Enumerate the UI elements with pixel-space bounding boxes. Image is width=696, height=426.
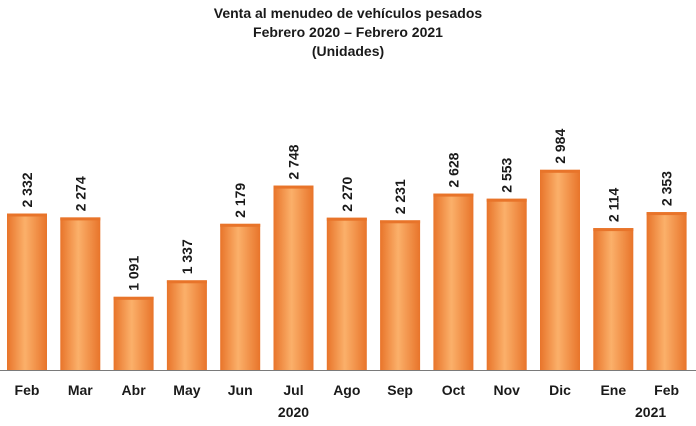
category-label: Oct (442, 382, 466, 398)
value-label: 2 628 (445, 152, 461, 187)
bar-sep-7 (380, 220, 421, 370)
value-label: 2 332 (19, 172, 35, 207)
bar-top-cap (326, 217, 367, 221)
value-label: 2 353 (659, 171, 675, 206)
bar-may-3 (166, 280, 207, 370)
bar-top-cap (380, 220, 421, 224)
bar-jun-4 (220, 223, 261, 370)
category-labels-group: Feb Mar Abr May Jun Jul Ago Sep Oct Nov Dic Ene Feb (15, 382, 679, 398)
bar-ago-6 (326, 217, 367, 370)
value-label: 1 091 (126, 256, 142, 291)
bar-top-cap (540, 169, 580, 173)
bar-top-cap (60, 217, 101, 221)
value-label: 2 984 (552, 129, 568, 164)
category-label: May (173, 382, 200, 398)
value-labels-group: 2 332 2 274 1 091 1 337 2 179 2 748 2 270 2 231… (19, 129, 675, 291)
bar-top-cap (220, 223, 261, 227)
bar-dic-10 (540, 169, 580, 370)
chart-subtitle: Febrero 2020 – Febrero 2021 (253, 24, 443, 40)
bar-jul-5 (273, 185, 314, 370)
value-label: 2 114 (605, 188, 621, 222)
value-label: 2 748 (286, 144, 302, 179)
bar-mar-1 (60, 217, 101, 370)
bar-abr-2 (113, 296, 154, 370)
category-label: Mar (68, 382, 93, 398)
value-label: 2 270 (339, 176, 355, 211)
category-label: Feb (15, 382, 40, 398)
category-label: Sep (387, 382, 413, 398)
value-label: 2 274 (72, 176, 88, 211)
bar-top-cap (113, 296, 154, 300)
bars-group (7, 169, 687, 370)
value-label: 2 179 (232, 183, 248, 218)
bar-oct-8 (433, 193, 474, 370)
chart-units: (Unidades) (311, 43, 385, 59)
bar-feb-12 (646, 212, 687, 370)
chart-title: Venta al menudeo de vehículos pesados (213, 5, 483, 21)
category-label: Jul (283, 382, 303, 398)
value-label: 2 553 (499, 157, 515, 192)
year-labels-group: 2020 2021 (278, 404, 666, 420)
year-label: 2021 (635, 404, 666, 420)
bar-feb-0 (7, 213, 47, 370)
bar-top-cap (273, 185, 314, 189)
bar-nov-9 (486, 198, 527, 370)
category-label: Feb (654, 382, 679, 398)
category-label: Ago (333, 382, 360, 398)
bar-ene-11 (593, 228, 634, 370)
category-label: Dic (549, 382, 571, 398)
bar-top-cap (593, 228, 634, 232)
category-label: Abr (122, 382, 147, 398)
chart-title-block: Venta al menudeo de vehículos pesados Fe… (0, 4, 696, 61)
category-label: Jun (228, 382, 253, 398)
bar-top-cap (646, 212, 687, 216)
bar-top-cap (166, 280, 207, 284)
bar-top-cap (7, 213, 47, 217)
category-label: Nov (493, 382, 520, 398)
category-label: Ene (600, 382, 626, 398)
bar-top-cap (433, 193, 474, 197)
year-label: 2020 (278, 404, 309, 420)
bar-top-cap (486, 198, 527, 202)
value-label: 2 231 (392, 179, 408, 214)
value-label: 1 337 (179, 239, 195, 274)
